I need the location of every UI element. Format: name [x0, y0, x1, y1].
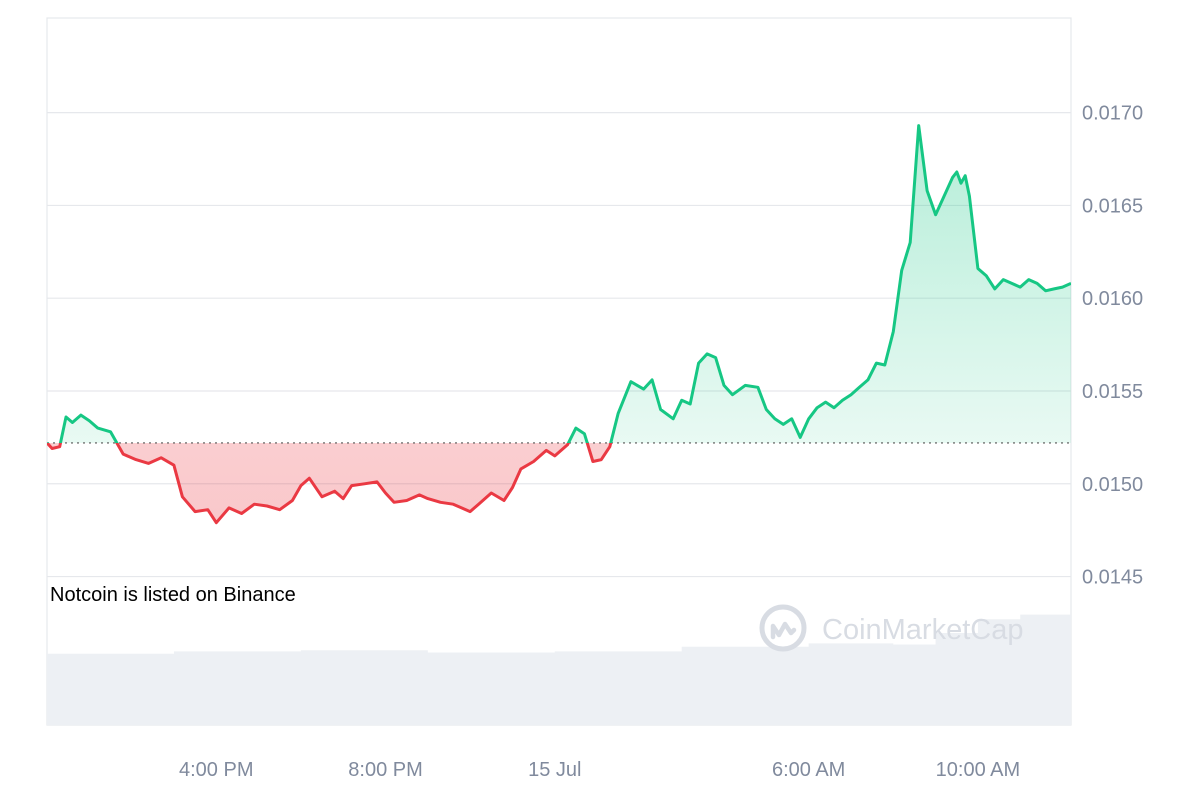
price-line-down	[47, 442, 613, 525]
y-axis-ticks: 0.0145 0.0150 0.0155 0.0160 0.0165 0.0170	[1082, 103, 1143, 589]
price-line	[47, 124, 1071, 525]
y-tick-label: 0.0145	[1082, 567, 1143, 589]
coinmarketcap-watermark: CoinMarketCap	[759, 604, 1023, 652]
price-area-fills	[47, 125, 1071, 523]
y-tick-label: 0.0150	[1082, 474, 1143, 496]
area-above-baseline	[47, 125, 1071, 443]
x-tick-label: 8:00 PM	[348, 759, 422, 781]
volume-bars	[47, 612, 1071, 725]
y-tick-label: 0.0160	[1082, 288, 1143, 310]
x-tick-label: 6:00 AM	[772, 759, 845, 781]
x-axis-ticks: 4:00 PM 8:00 PM 15 Jul 6:00 AM 10:00 AM	[179, 759, 1020, 781]
x-tick-label: 10:00 AM	[936, 759, 1021, 781]
coinmarketcap-logo-icon	[759, 604, 807, 652]
watermark-text: CoinMarketCap	[822, 614, 1023, 646]
y-tick-label: 0.0165	[1082, 195, 1143, 217]
annotation-binance-listing: Notcoin is listed on Binance	[50, 584, 296, 606]
price-line-up	[47, 124, 1071, 443]
y-tick-label: 0.0155	[1082, 381, 1143, 403]
x-tick-label: 15 Jul	[528, 759, 581, 781]
x-tick-label: 4:00 PM	[179, 759, 253, 781]
volume-area	[47, 612, 1071, 725]
y-tick-label: 0.0170	[1082, 103, 1143, 125]
